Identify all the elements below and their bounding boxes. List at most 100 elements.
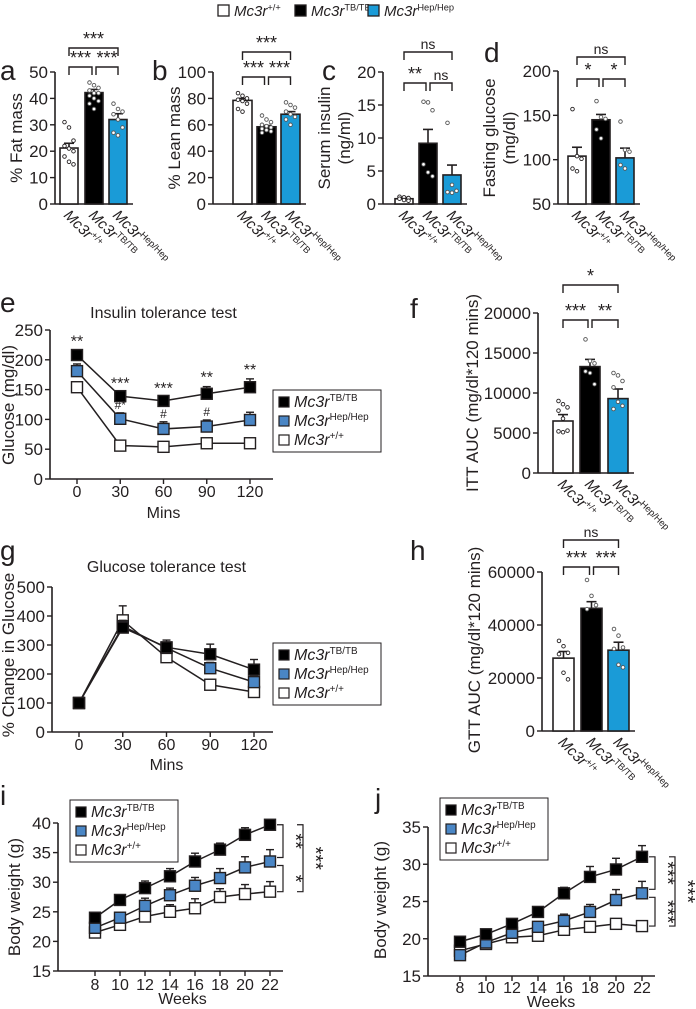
data-point: [235, 90, 241, 96]
data-point: [62, 154, 67, 159]
legend-swatch-hep: [75, 825, 87, 837]
legend-swatch-hep: [367, 4, 380, 17]
y-axis-label: % Fat mass: [7, 93, 26, 183]
bar-hep: [615, 157, 635, 205]
panel-i: 15 20 25 30 35 40 Body weight (g) i 8 10 12 14 16 18 2…: [0, 780, 326, 1008]
y-tick-label: 300: [17, 636, 45, 655]
genotype-superscript: TB/TB: [127, 803, 155, 814]
panel-j: 15 20 25 30 35 Body weight (g) j 8 10 12 14 16 18 20 2…: [371, 783, 696, 1009]
bar-wt: [232, 99, 253, 205]
y-tick-label: 0: [522, 464, 531, 483]
marker-wt: [70, 381, 84, 394]
significance-label: **: [71, 333, 83, 350]
data-point: [288, 111, 293, 117]
data-point: [565, 650, 571, 656]
bar-hep: [280, 113, 301, 205]
y-tick-label: 250: [15, 321, 43, 340]
bar-wt: [552, 657, 575, 732]
y-tick-label: 50: [29, 63, 48, 82]
marker-tb: [160, 641, 173, 654]
marker-tb: [163, 870, 177, 883]
data-point: [611, 370, 616, 376]
y-tick-label: 200: [523, 62, 551, 81]
y-tick-label: 100: [178, 63, 206, 82]
data-point: [592, 381, 597, 387]
marker-tb: [213, 843, 227, 856]
y-tick-label: 0: [34, 470, 43, 489]
significance-label: ***: [256, 33, 277, 53]
significance-bracket: [591, 319, 619, 328]
y-tick-label: 500: [17, 578, 45, 597]
y-tick-label: 200: [17, 665, 45, 684]
genotype-superscript: Hep/Hep: [417, 2, 454, 12]
genotype-base: Mc3r: [311, 3, 345, 20]
data-point: [583, 337, 588, 342]
marker-tb: [583, 870, 597, 884]
significance-label: ***: [70, 48, 91, 68]
marker-hep: [70, 364, 84, 378]
marker-tb: [204, 648, 217, 661]
series-tb: [88, 818, 277, 924]
significance-label: **: [408, 64, 422, 84]
significance-label: ***: [243, 58, 264, 78]
y-tick-label: 10: [29, 169, 48, 188]
data-point: [565, 428, 570, 433]
data-point: [560, 429, 566, 435]
marker-hep: [213, 871, 227, 885]
genotype-superscript: Hep/Hep: [638, 499, 671, 532]
x-tick-label: 8: [91, 977, 100, 994]
marker-wt: [200, 437, 213, 450]
data-point: [620, 403, 625, 409]
significance-label: ***: [83, 29, 104, 49]
genotype-base: Mc3r: [294, 685, 330, 702]
significance-bracket: [241, 51, 292, 60]
y-tick-label: 20000: [488, 669, 535, 688]
marker-hep: [204, 662, 217, 675]
y-tick-label: 15: [32, 962, 51, 981]
legend-swatch-wt: [278, 434, 290, 446]
x-tick-label: 10: [477, 980, 495, 997]
y-tick-label: 200: [15, 351, 43, 370]
legend-label-hep: Mc3rHep/Hep: [294, 665, 369, 683]
bar-tb: [256, 125, 277, 205]
y-axis-label: Glucose (mg/dl): [0, 345, 18, 465]
data-point: [583, 369, 588, 374]
marker-tb: [238, 828, 252, 842]
significance-bracket: [562, 284, 619, 293]
genotype-superscript: +/+: [267, 2, 280, 12]
data-point: [430, 108, 435, 113]
genotype-superscript: +/+: [127, 841, 142, 852]
data-point: [616, 662, 621, 668]
y-tick-label: 10: [357, 129, 376, 148]
marker-tb: [72, 696, 86, 710]
data-point: [292, 105, 298, 110]
series-line-hep: [78, 625, 255, 704]
genotype-superscript: Hep/Hep: [330, 412, 370, 423]
marker-tb: [531, 905, 545, 919]
data-point: [62, 119, 67, 125]
marker-tb: [557, 887, 571, 900]
x-tick-label: 90: [201, 737, 219, 754]
data-point: [288, 102, 293, 108]
legend-label-hep: Mc3rHep/Hep: [294, 412, 369, 430]
marker-tb: [114, 389, 127, 403]
x-tick-label: 14: [161, 977, 179, 994]
data-point: [574, 168, 580, 174]
data-point: [91, 96, 97, 101]
data-point: [570, 166, 575, 171]
data-point: [584, 606, 590, 612]
marker-hep: [114, 412, 127, 426]
data-point: [620, 378, 625, 384]
data-point: [594, 98, 599, 104]
y-tick-label: 5: [367, 162, 376, 181]
legend-label-wt: Mc3r+/+: [234, 2, 281, 20]
panel-e: 0 50 100 150 200 250 Glucose (mg/dl) e 0 30 60 90 12…: [0, 287, 382, 522]
significance-bracket: [297, 824, 304, 893]
data-point: [556, 651, 562, 657]
data-point: [91, 82, 97, 88]
data-point: [259, 130, 265, 135]
data-point: [611, 385, 616, 390]
significance-bracket: [592, 566, 620, 575]
data-point: [593, 602, 599, 608]
